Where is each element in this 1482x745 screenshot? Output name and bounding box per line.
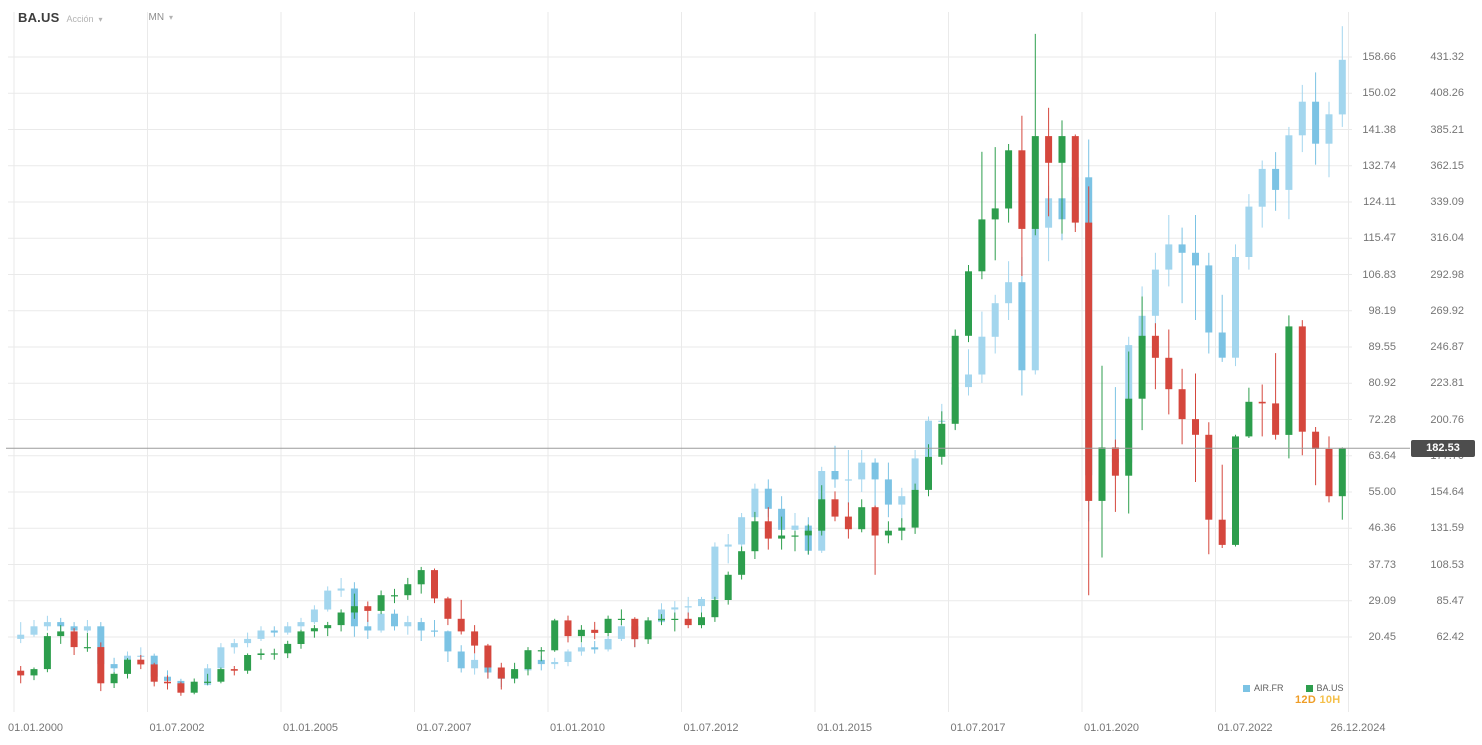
- chart-toolbar: BA.US Acción ▾ MN ▾: [18, 10, 173, 25]
- price-tick-baus: 269.92: [1430, 304, 1464, 317]
- price-tick-airfr: 72.28: [1368, 413, 1396, 426]
- date-tick-label: 26.12.2024: [1330, 722, 1386, 734]
- price-tick-baus: 85.47: [1436, 594, 1464, 607]
- price-tick-airfr: 115.47: [1363, 232, 1396, 245]
- legend-swatch-ba: [1305, 684, 1313, 692]
- candle-close-countdown: 12D 10H: [1295, 694, 1341, 706]
- date-tick-label: 01.07.2007: [416, 722, 472, 734]
- price-tick-baus: 316.04: [1430, 232, 1464, 245]
- countdown-hours: 10H: [1319, 694, 1341, 706]
- timeframe-label: MN: [148, 12, 165, 23]
- price-tick-airfr: 141.38: [1362, 123, 1396, 136]
- price-tick-baus: 339.09: [1430, 196, 1464, 208]
- price-tick-baus: 223.81: [1430, 377, 1464, 390]
- price-tick-baus: 431.32: [1430, 51, 1464, 63]
- price-tick-airfr: 20.45: [1368, 631, 1396, 643]
- price-tick-airfr: 80.92: [1368, 377, 1396, 390]
- legend-swatch-air: [1243, 684, 1250, 692]
- price-tick-airfr: 132.74: [1362, 159, 1396, 172]
- baus-candles-series[interactable]: [17, 33, 1346, 696]
- date-tick-label: 01.07.2017: [950, 722, 1006, 734]
- legend-label-ba: BA.US: [1316, 683, 1344, 693]
- price-tick-baus: 292.98: [1430, 268, 1464, 281]
- date-tick-label: 01.01.2015: [817, 722, 873, 734]
- chevron-down-icon: ▾: [169, 13, 174, 22]
- price-tick-baus: 362.15: [1430, 159, 1464, 172]
- price-tick-airfr: 98.19: [1368, 304, 1396, 317]
- date-tick-label: 01.07.2022: [1217, 722, 1273, 734]
- legend-item-airfr[interactable]: AIR.FR: [1243, 683, 1284, 693]
- price-tick-airfr: 29.09: [1368, 594, 1396, 607]
- gridlines: [8, 12, 1352, 712]
- price-tick-baus: 385.21: [1430, 123, 1464, 136]
- date-tick-label: 01.01.2020: [1084, 722, 1140, 734]
- chevron-down-icon: ▾: [98, 15, 103, 24]
- date-tick-label: 01.01.2010: [550, 722, 606, 734]
- chart-legend: AIR.FR BA.US: [1243, 683, 1344, 693]
- countdown-days: 12D: [1295, 694, 1317, 706]
- price-tick-airfr: 37.73: [1368, 558, 1396, 571]
- legend-item-baus[interactable]: BA.US: [1305, 683, 1344, 693]
- price-tick-airfr: 63.64: [1368, 449, 1396, 462]
- price-tick-airfr: 150.02: [1362, 87, 1396, 100]
- price-tick-baus: 154.64: [1430, 486, 1464, 498]
- price-tick-baus: 408.26: [1430, 87, 1464, 100]
- symbol-name: BA.US: [18, 10, 60, 25]
- price-tick-airfr: 124.11: [1363, 196, 1396, 208]
- price-tick-baus: 108.53: [1430, 558, 1464, 571]
- symbol-selector[interactable]: BA.US Acción ▾: [18, 10, 102, 25]
- price-tick-airfr: 89.55: [1368, 341, 1396, 353]
- date-tick-label: 01.07.2012: [683, 722, 739, 734]
- date-tick-label: 01.07.2002: [149, 722, 205, 734]
- timeframe-selector[interactable]: MN ▾: [148, 12, 173, 23]
- instrument-type-label: Acción: [66, 14, 94, 24]
- current-price-value: 182.53: [1426, 441, 1460, 454]
- price-tick-airfr: 55.00: [1368, 486, 1396, 498]
- price-tick-airfr: 158.66: [1362, 51, 1396, 63]
- time-axis[interactable]: 01.01.2000 01.07.2002 01.01.2005 01.07.2007…: [0, 722, 1482, 738]
- price-tick-baus: 62.42: [1436, 631, 1464, 643]
- current-price-badge: 182.53: [1411, 439, 1475, 457]
- date-tick-label: 01.01.2000: [8, 722, 64, 734]
- price-tick-airfr: 106.83: [1362, 268, 1396, 281]
- date-tick-label: 01.01.2005: [283, 722, 339, 734]
- price-tick-baus: 131.59: [1430, 522, 1464, 535]
- price-tick-baus: 200.76: [1430, 413, 1464, 426]
- price-tick-baus: 246.87: [1430, 341, 1464, 353]
- price-tick-airfr: 46.36: [1368, 522, 1396, 535]
- legend-label-air: AIR.FR: [1254, 683, 1284, 693]
